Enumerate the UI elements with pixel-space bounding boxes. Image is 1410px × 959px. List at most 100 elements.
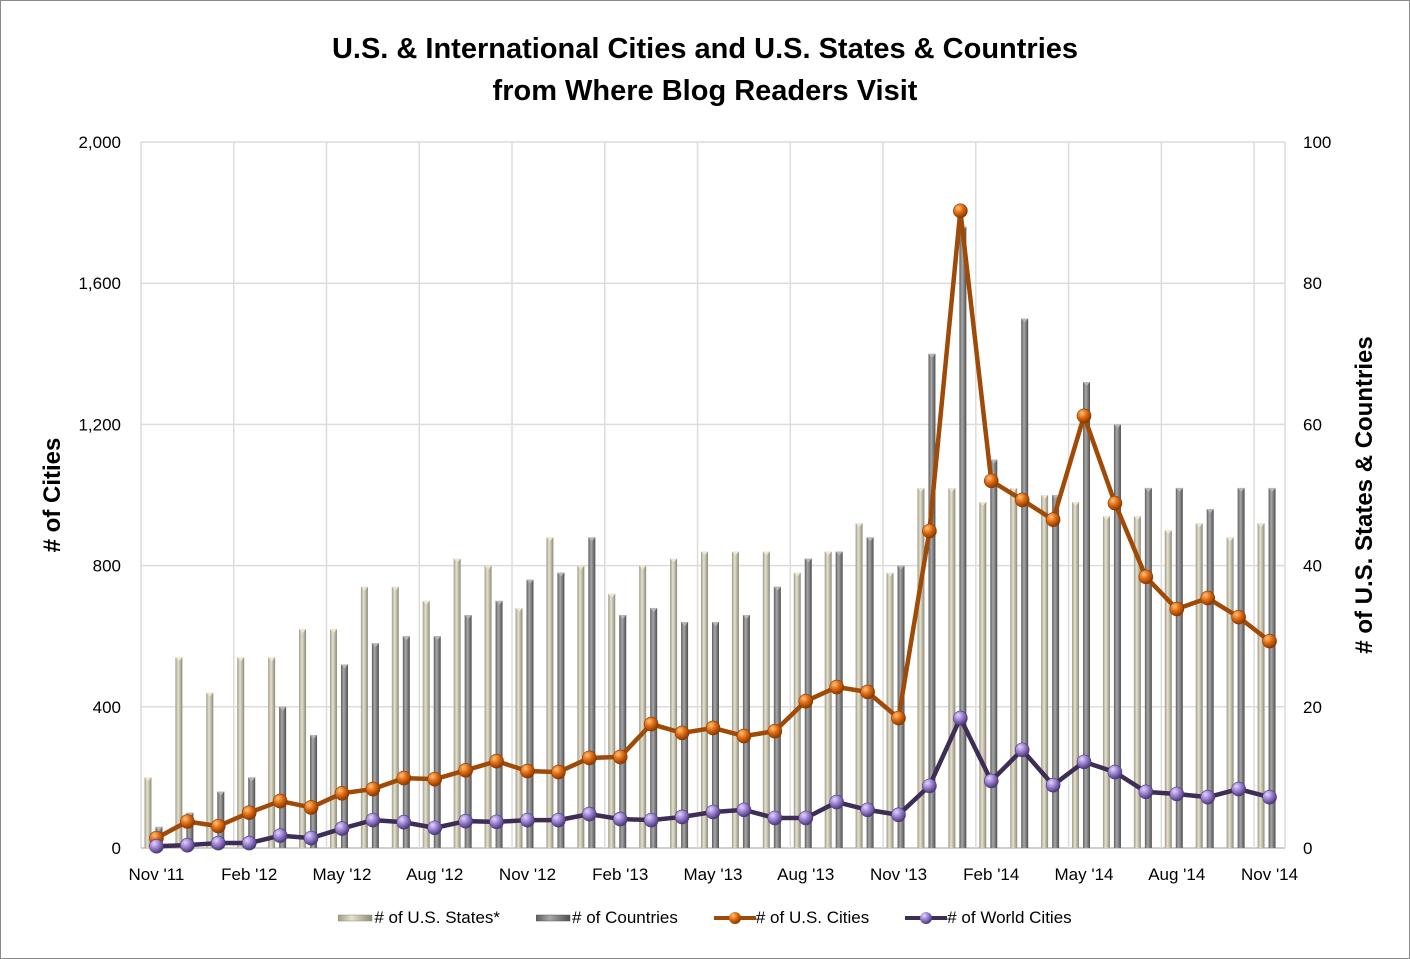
point-world-cities — [210, 835, 226, 851]
chart-title: U.S. & International Cities and U.S. Sta… — [0, 28, 1410, 112]
legend-label-states: # of U.S. States* — [374, 908, 501, 927]
bar-states — [948, 487, 956, 848]
gridlines — [140, 141, 1286, 849]
left-tick-label: 2,000 — [78, 133, 121, 152]
bar-cap — [1133, 516, 1141, 521]
x-tick-label: Nov '12 — [499, 865, 556, 884]
bar-cap — [546, 537, 554, 542]
bar-states — [144, 777, 152, 848]
bar-cap — [588, 537, 596, 542]
legend: # of U.S. States* # of Countries # of U.… — [0, 908, 1410, 928]
bar-cap — [619, 615, 627, 620]
bar-states — [824, 551, 832, 848]
right-tick-label: 100 — [1303, 133, 1331, 152]
left-tick-label: 1,600 — [78, 274, 121, 293]
point-world-cities — [551, 812, 566, 828]
bar-states — [1257, 523, 1265, 848]
chart-title-line2: from Where Blog Readers Visit — [492, 75, 918, 107]
point-world-cities — [798, 810, 814, 826]
point-world-cities — [1014, 742, 1030, 758]
point-us-cities — [334, 785, 350, 801]
point-world-cities — [612, 811, 628, 827]
point-us-cities — [210, 818, 226, 834]
bar-cap — [1257, 523, 1265, 528]
left-tick-label: 1,200 — [78, 415, 121, 434]
bar-cap — [773, 586, 781, 591]
bar-states — [1226, 537, 1234, 848]
point-us-cities — [1014, 492, 1030, 508]
bar-cap — [268, 657, 276, 662]
bar-cap — [866, 537, 874, 542]
legend-label-world-cities: # of World Cities — [947, 908, 1072, 927]
point-world-cities — [520, 812, 535, 828]
bar-states — [639, 565, 647, 848]
bar-cap — [1083, 382, 1091, 387]
legend-swatch-states — [338, 914, 373, 922]
bar-states — [762, 551, 770, 848]
point-us-cities — [241, 805, 257, 821]
bar-states — [329, 629, 337, 848]
bar-cap — [526, 579, 534, 584]
bar-states — [670, 558, 678, 848]
bar-countries — [990, 459, 998, 848]
bar-cap — [310, 735, 318, 740]
legend-swatch-world-cities — [905, 912, 948, 924]
bar-cap — [681, 622, 689, 627]
bar-countries — [1206, 509, 1214, 848]
bar-cap — [340, 664, 348, 669]
bar-countries — [1113, 424, 1121, 848]
point-us-cities — [396, 770, 412, 786]
bar-cap — [1237, 487, 1245, 492]
bar-states — [546, 537, 554, 848]
bar-countries — [186, 812, 194, 848]
point-us-cities — [798, 693, 814, 709]
bar-states — [484, 565, 492, 848]
bar-states — [1102, 516, 1110, 848]
bar-cap — [248, 777, 256, 782]
bar-cap — [701, 551, 708, 556]
bar-cap — [495, 600, 503, 605]
bar-cap — [557, 572, 565, 577]
bar-countries — [588, 537, 596, 848]
bar-cap — [371, 643, 379, 648]
point-us-cities — [1231, 609, 1246, 625]
bar-cap — [762, 551, 770, 556]
point-us-cities — [736, 728, 752, 744]
bar-countries — [402, 636, 410, 848]
bar-countries — [557, 572, 565, 848]
bar-states — [1041, 495, 1049, 848]
right-axis-ticks: 0 20 40 60 80 100 — [1303, 133, 1331, 858]
right-tick-label: 60 — [1303, 415, 1322, 434]
x-tick-label: Aug '13 — [777, 865, 834, 884]
point-world-cities — [1107, 764, 1123, 780]
bar-states — [608, 593, 616, 848]
point-world-cities — [891, 807, 906, 823]
bar-cap — [391, 586, 399, 591]
point-world-cities — [427, 820, 443, 836]
x-tick-label: May '14 — [1055, 865, 1114, 884]
legend-label-countries: # of Countries — [572, 908, 678, 927]
bar-countries — [279, 706, 287, 848]
bar-cap — [1206, 509, 1214, 514]
point-us-cities — [643, 716, 659, 732]
bar-states — [855, 523, 863, 848]
point-us-cities — [1169, 601, 1185, 617]
x-tick-label: Nov '14 — [1241, 865, 1298, 884]
bar-countries — [959, 226, 967, 849]
bar-cap — [990, 459, 998, 464]
point-world-cities — [334, 821, 350, 836]
point-us-cities — [427, 771, 443, 787]
bar-cap — [175, 657, 183, 662]
bar-cap — [855, 523, 863, 528]
bar-cap — [464, 615, 472, 620]
bar-cap — [402, 636, 410, 641]
bar-states — [299, 629, 307, 848]
bar-cap — [928, 353, 936, 358]
bar-countries — [1268, 487, 1276, 848]
point-world-cities — [1138, 784, 1154, 800]
bar-countries — [495, 600, 503, 848]
bar-cap — [608, 593, 616, 598]
bar-cap — [917, 487, 925, 492]
bar-countries — [1052, 495, 1060, 848]
